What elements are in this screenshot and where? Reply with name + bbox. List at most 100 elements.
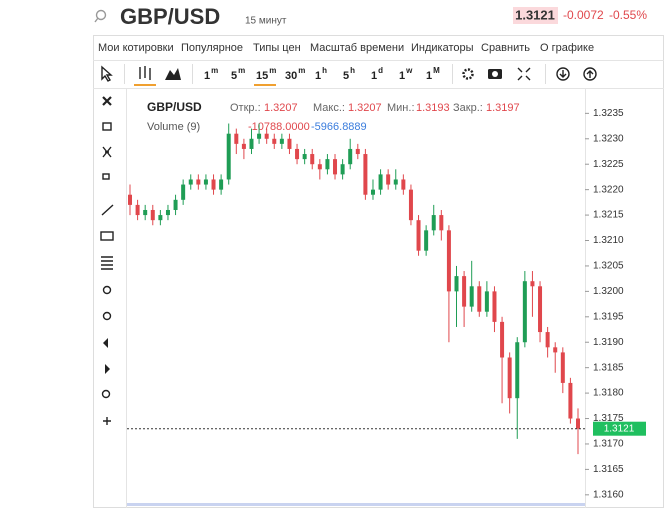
menu-item[interactable]: О графике — [540, 42, 594, 54]
scroll-right[interactable] — [105, 364, 110, 374]
zoom-out[interactable] — [102, 311, 112, 321]
interval-number[interactable]: 5 — [231, 70, 237, 82]
settings[interactable] — [462, 68, 474, 80]
legend-symbol: GBP/USD — [147, 100, 202, 114]
candle-body — [477, 286, 482, 312]
upload-arrow — [586, 70, 594, 78]
candle-body — [128, 194, 132, 205]
line-tool[interactable] — [101, 204, 114, 216]
candle-body — [386, 174, 391, 185]
interval-unit: h — [350, 66, 355, 75]
y-tick-label: 1.3180 — [593, 388, 624, 399]
candle-body — [515, 342, 520, 399]
cursor-tool[interactable] — [101, 65, 113, 82]
legend-value: 1.3207 — [264, 102, 298, 114]
candle-body — [355, 148, 360, 155]
candle-body — [348, 148, 353, 165]
candle-body — [553, 347, 558, 353]
y-tick-label: 1.3235 — [593, 108, 624, 119]
candle-body — [317, 164, 322, 170]
interval-number[interactable]: 15 — [256, 70, 268, 82]
interval-number[interactable]: 1 — [399, 70, 405, 82]
scroll-left[interactable] — [103, 338, 108, 348]
candle-body — [416, 220, 421, 251]
interval-unit: m — [238, 66, 245, 75]
candle-body — [454, 276, 459, 292]
menu-item[interactable]: Индикаторы — [411, 42, 474, 54]
zoom-in[interactable] — [102, 285, 112, 295]
candle-body — [408, 189, 413, 221]
candle-body — [545, 332, 550, 348]
magnet-tool[interactable] — [102, 146, 112, 158]
left-tools — [100, 96, 114, 425]
y-tick-label: 1.3210 — [593, 235, 624, 246]
candle-body — [439, 215, 444, 231]
y-tick-label: 1.3205 — [593, 261, 624, 272]
candle-body — [484, 291, 489, 312]
menu-item[interactable]: Мои котировки — [98, 42, 174, 54]
area-type[interactable] — [165, 68, 181, 80]
y-tick-label: 1.3195 — [593, 311, 624, 322]
candle-body — [378, 174, 383, 190]
candles-type[interactable] — [139, 66, 151, 80]
candle-body — [469, 286, 474, 307]
candle-body — [310, 154, 315, 165]
candle-body — [188, 179, 193, 185]
candle-body — [530, 281, 535, 287]
candle-body — [279, 138, 284, 144]
candle-body — [576, 418, 580, 429]
interval-number[interactable]: 1 — [426, 70, 432, 82]
y-tick-label: 1.3160 — [593, 489, 624, 500]
rect-tool[interactable] — [100, 231, 114, 241]
fib-tool[interactable] — [101, 256, 113, 270]
legend-value: 1.3197 — [486, 102, 520, 114]
legend-label: Мин.: — [387, 102, 415, 114]
interval-number[interactable]: 1 — [371, 70, 377, 82]
candle-body — [173, 199, 178, 210]
candle-body — [393, 179, 398, 185]
select-tool[interactable] — [102, 122, 112, 131]
upload[interactable] — [583, 67, 597, 81]
search-icon-handle — [94, 17, 99, 23]
interval-number[interactable]: 1 — [315, 70, 321, 82]
interval-number[interactable]: 1 — [204, 70, 210, 82]
menu-item[interactable]: Популярное — [181, 42, 243, 54]
candle-body — [507, 357, 512, 399]
candle-body — [158, 215, 163, 221]
menu-item[interactable]: Типы цен — [253, 42, 301, 54]
interval-number[interactable]: 30 — [285, 70, 297, 82]
reset[interactable] — [103, 417, 111, 425]
y-tick-label: 1.3170 — [593, 439, 624, 450]
y-tick-label: 1.3215 — [593, 210, 624, 221]
candle-body — [241, 143, 246, 149]
candle-body — [401, 179, 406, 190]
candle-body — [333, 159, 338, 175]
remove-tool[interactable] — [102, 96, 112, 106]
clone-tool[interactable] — [102, 173, 110, 180]
candle-body — [143, 209, 148, 216]
screenshot-lens — [492, 71, 498, 77]
interval-number[interactable]: 5 — [343, 70, 349, 82]
candle-body — [424, 230, 429, 251]
fullscreen[interactable] — [517, 67, 531, 81]
volume-label: Volume (9) — [147, 121, 200, 133]
y-tick-label: 1.3185 — [593, 362, 624, 373]
candle-body — [500, 321, 505, 358]
menu-item[interactable]: Масштаб времени — [310, 42, 404, 54]
y-tick-label: 1.3190 — [593, 337, 624, 348]
candle-body — [295, 148, 300, 160]
volume-strip — [127, 503, 585, 506]
change: -0.0072 — [563, 8, 604, 22]
download[interactable] — [556, 67, 570, 81]
candle-body — [257, 133, 262, 139]
y-tick-label: 1.3175 — [593, 413, 624, 424]
menu-item[interactable]: Сравнить — [481, 42, 530, 54]
candle-body — [302, 154, 307, 160]
search-icon[interactable] — [95, 9, 107, 21]
interval: 15 минут — [245, 16, 287, 27]
zoom-fit[interactable] — [101, 389, 111, 399]
volume-value: -5966.8889 — [311, 121, 367, 133]
interval-unit: m — [211, 66, 218, 75]
candle-body — [165, 209, 170, 216]
